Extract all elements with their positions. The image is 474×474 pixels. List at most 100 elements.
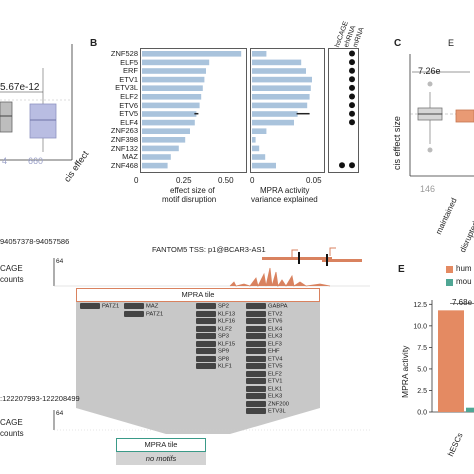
panel-b-xlabel-mid-1: MPRA activity [260, 186, 310, 195]
panel-b-dot-2 [349, 67, 355, 74]
panel-d-no-motifs: no motifs [116, 452, 206, 465]
panel-e-tick-label-1: 2.5 [417, 388, 427, 395]
panel-b-variance-bar-13 [252, 162, 276, 169]
panel-d-counts-bottom: counts [0, 429, 24, 438]
panel-b-dot-5 [349, 93, 355, 100]
panel-e-tick-label-2: 5.0 [417, 366, 427, 373]
panel-b-motif-9: ZNF263 [110, 126, 138, 136]
panel-d-motif-label: ELK3 [268, 333, 283, 340]
motif-arrow-icon [196, 333, 216, 340]
panel-d-motif-motifs_col2-3: ELK4 [246, 325, 289, 334]
panel-d-motif-motifs_col2-12: ELK3 [246, 393, 289, 401]
motif-arrow-icon [246, 408, 266, 415]
motif-arrow-icon [196, 318, 216, 325]
panel-b-dot-6 [349, 102, 355, 109]
motif-arrow-icon [246, 385, 266, 392]
panel-b-tick-mid-1: 0.05 [306, 176, 322, 185]
panel-b-dot-0 [349, 50, 355, 57]
panel-d-tss-arrow-2 [329, 247, 336, 256]
panel-d-motif-label: KLF2 [218, 326, 232, 333]
motif-arrow-icon [246, 393, 266, 400]
panel-d-transcript-2 [322, 259, 362, 262]
panel-b-effect-bar-10 [142, 137, 186, 143]
panel-d-motif-motifs_left-0: PATZ1 [80, 303, 119, 311]
panel-d-motif-motifs_col2-13: ZNF200 [246, 400, 289, 409]
motif-arrow-icon [246, 303, 266, 309]
panel-d-motif-label: ELF2 [268, 371, 282, 378]
panel-d-motif-motifs_col2-2: ETV6 [246, 318, 289, 326]
panel-a-count-right: 660 [28, 156, 44, 166]
panel-b-mid-frame [250, 48, 325, 173]
panel-d-motif-label: MAZ [146, 303, 159, 310]
panel-d-motif-motifs_col2-10: ETV1 [246, 378, 289, 386]
panel-d-motif-motifs_col2-8: ETV5 [246, 363, 289, 371]
panel-b-effect-bar-11 [142, 145, 179, 152]
panel-d-motif-label: KLF16 [218, 318, 236, 325]
panel-b-motif-4: ETV3L [115, 83, 138, 93]
panel-c-pvalue: 7.26e [418, 66, 441, 76]
panel-d-coords-top: 94057378-94057586 [0, 237, 70, 246]
panel-b-motif-6: ETV6 [119, 100, 138, 110]
panel-d-motif-motifs_col1-5: KLF15 [196, 340, 236, 349]
panel-d-motif-motifs_col2-9: ELF2 [246, 370, 289, 379]
panel-b-tick-left-1: 0.25 [176, 176, 192, 185]
panel-d-mpra-tile-top: MPRA tile [76, 288, 320, 302]
panel-b-motif-7: ETV5 [119, 109, 138, 119]
panel-b-motif-13: ZNF468 [110, 160, 138, 170]
panel-d-motif-label: KLF15 [218, 341, 236, 348]
motif-arrow-icon [246, 318, 266, 325]
panel-a-count-left: 4 [2, 156, 8, 166]
panel-c-box-right [455, 109, 474, 123]
panel-d-motif-motifs_col1-1: KLF13 [196, 310, 235, 319]
panel-b-variance-bar-11 [252, 145, 260, 152]
motif-arrow-icon [196, 325, 216, 332]
panel-d-motif-label: ETV1 [268, 378, 283, 385]
panel-b-xlabel-left-2: motif disruption [162, 195, 217, 204]
panel-d-transcript-1 [262, 257, 332, 260]
panel-b-effect-bar-13 [142, 162, 168, 169]
panel-c-outlier [427, 81, 433, 87]
panel-d-counts-top: counts [0, 275, 24, 284]
motif-arrow-icon [246, 348, 266, 355]
motif-arrow-icon [246, 363, 266, 370]
panel-b-motif-1: ELF5 [120, 57, 138, 67]
motif-arrow-icon [246, 340, 266, 347]
panel-b-tick-mid-0: 0 [250, 176, 255, 185]
panel-d-motif-motifs_col1-8: KLF1 [196, 363, 235, 371]
panel-b-tick-left-2: 0.50 [218, 176, 234, 185]
motif-arrow-icon [196, 348, 216, 355]
panel-d-motif-label: SP2 [218, 303, 229, 310]
panel-d-motif-label: ELF3 [268, 341, 282, 348]
panel-b-motif-11: ZNF132 [110, 143, 138, 153]
panel-c-boxplot [409, 54, 474, 177]
panel-b-xlabel-mid-2: variance explained [251, 195, 318, 204]
panel-e-bar-human [438, 310, 464, 412]
panel-b-variance-bar-5 [252, 94, 310, 100]
motif-arrow-icon [196, 355, 216, 362]
panel-d-coords-bottom: :122207993-122208499 [0, 394, 80, 403]
panel-a-boxplot [0, 44, 73, 161]
panel-d-motif-label: ZNF200 [268, 401, 289, 408]
panel-d-motif-motifs_col2-11: ELK1 [246, 385, 289, 394]
panel-b-effect-bar-5 [142, 94, 202, 100]
panel-b-motif-2: ERF [123, 66, 138, 76]
panel-d-max-top: 64 [56, 258, 64, 265]
panel-b-effect-bar-8 [142, 119, 195, 126]
panel-d-motifs-col1: SP2 KLF13 KLF16 KLF2 SP3 KLF15 SP9 SP8 KLF1 [196, 303, 235, 371]
panel-b-effect-bar-6 [142, 102, 200, 109]
panel-e-legend-mouse: mou [456, 277, 472, 286]
panel-b-effect-bar-2 [142, 68, 206, 74]
panel-a-box-left [0, 101, 13, 133]
panel-d-motif-label: SP8 [218, 356, 229, 363]
panel-e-tick-label-0: 0.0 [417, 410, 427, 417]
panel-e-tick-label-3: 7.5 [417, 345, 427, 352]
panel-d-motif-label: KLF1 [218, 363, 232, 370]
panel-e-legend-swatch-mouse [446, 279, 453, 286]
panel-b-xlabel-left-1: effect size of [170, 186, 215, 195]
panel-b-dot-4 [349, 84, 355, 91]
panel-b-effect-bar-7 [142, 111, 197, 117]
panel-b-effect-bar-4 [142, 85, 203, 91]
panel-c-cat2: disrupted in huma [458, 192, 474, 254]
panel-d-motifs-left: PATZ1 [80, 303, 119, 311]
panel-d-motif-motifs_mid-1: PATZ1 [124, 310, 163, 319]
